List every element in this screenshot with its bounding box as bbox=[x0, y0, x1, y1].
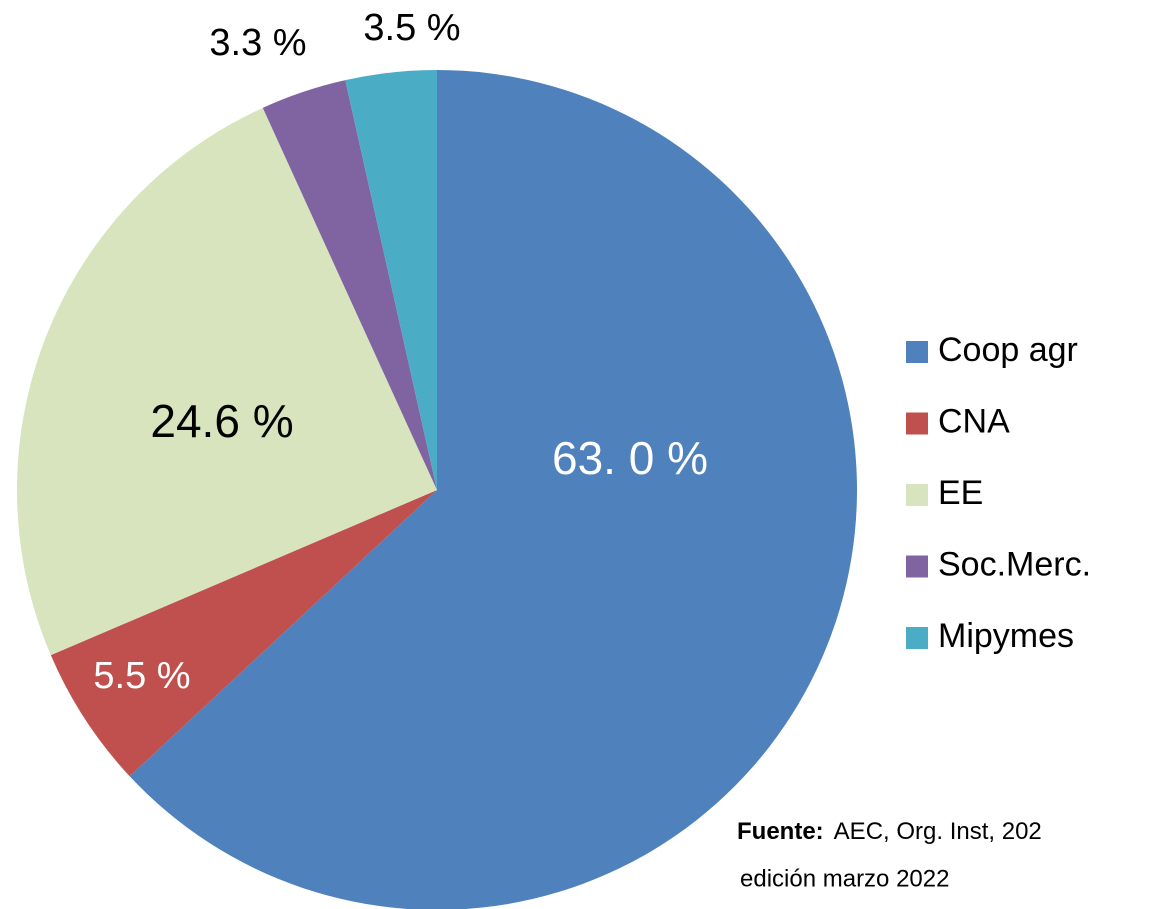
source-label: Fuente: bbox=[737, 818, 824, 845]
pie-slice bbox=[345, 70, 437, 490]
data-label: 63. 0 % bbox=[552, 432, 708, 484]
legend-swatch bbox=[906, 341, 928, 363]
data-label: 3.3 % bbox=[209, 22, 306, 64]
pie-slice bbox=[129, 70, 857, 909]
legend-swatch bbox=[906, 555, 928, 578]
legend-swatch bbox=[906, 484, 928, 506]
source-edition: edición marzo 2022 bbox=[740, 865, 949, 892]
source: Fuente: AEC, Org. Inst, 202 bbox=[737, 818, 1042, 845]
pie: 63. 0 % 5.5 % 24.6 % 3.3 % 3.5 % bbox=[17, 7, 857, 909]
pie-slice bbox=[50, 490, 437, 777]
pie-slice bbox=[262, 80, 437, 491]
legend-swatch bbox=[906, 627, 928, 649]
pie-slice bbox=[17, 107, 437, 656]
legend-label: Soc.Merc. bbox=[938, 545, 1091, 583]
legend-label: Mipymes bbox=[938, 617, 1074, 655]
data-label: 5.5 % bbox=[93, 655, 190, 697]
data-label: 3.5 % bbox=[363, 7, 460, 49]
legend-swatch bbox=[906, 412, 928, 435]
legend-label: EE bbox=[938, 474, 983, 512]
legend-label: Coop agr bbox=[938, 331, 1078, 369]
source-text: AEC, Org. Inst, 202 bbox=[834, 818, 1042, 845]
data-label: 24.6 % bbox=[150, 395, 293, 447]
legend: Coop agr CNA EE Soc.Merc. Mipymes bbox=[906, 331, 1091, 655]
legend-label: CNA bbox=[938, 402, 1010, 440]
